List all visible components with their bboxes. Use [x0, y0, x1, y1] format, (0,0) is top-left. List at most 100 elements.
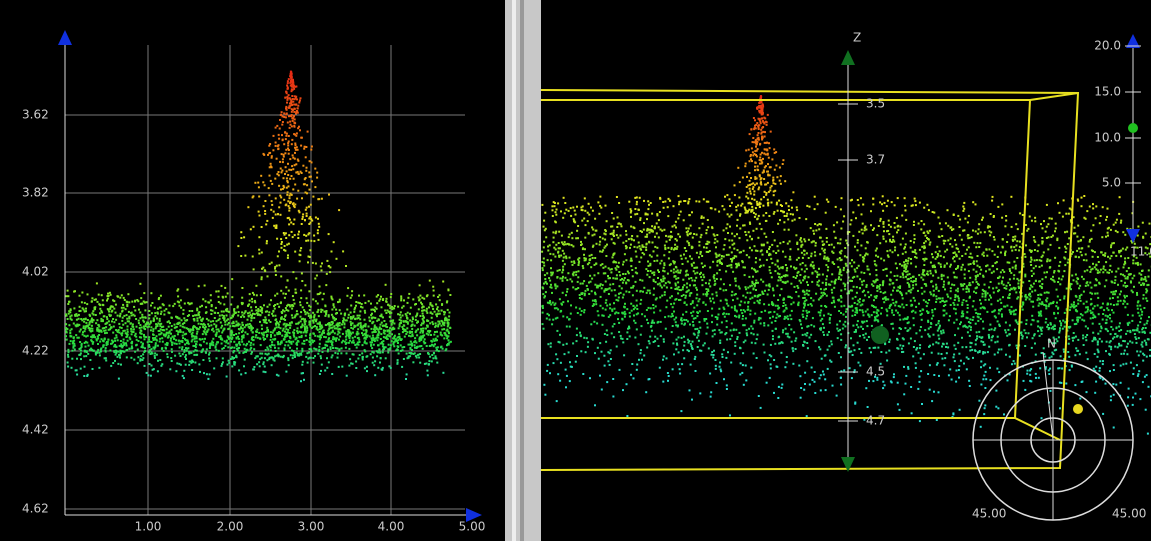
- point: [678, 336, 680, 338]
- point: [985, 371, 987, 373]
- point: [252, 339, 254, 341]
- point: [699, 350, 701, 352]
- point: [288, 115, 290, 117]
- point: [309, 176, 311, 178]
- point: [73, 323, 75, 325]
- point: [139, 327, 141, 329]
- point: [287, 82, 289, 84]
- point: [125, 349, 127, 351]
- point: [303, 234, 305, 236]
- point: [390, 344, 392, 346]
- point: [921, 319, 923, 321]
- point: [202, 338, 204, 340]
- point: [924, 291, 926, 293]
- point: [221, 325, 223, 327]
- point: [299, 254, 301, 256]
- point: [292, 168, 294, 170]
- point: [154, 357, 156, 359]
- point: [159, 320, 161, 322]
- point: [268, 145, 270, 147]
- point: [251, 298, 253, 300]
- point: [93, 334, 95, 336]
- point: [109, 292, 111, 294]
- point: [997, 336, 999, 338]
- point: [258, 361, 260, 363]
- point: [350, 321, 352, 323]
- point: [171, 360, 173, 362]
- point: [301, 223, 303, 225]
- point: [320, 355, 322, 357]
- point: [415, 331, 417, 333]
- point: [903, 393, 905, 395]
- point: [165, 347, 167, 349]
- point: [216, 320, 218, 322]
- point: [713, 354, 715, 356]
- point: [89, 349, 91, 351]
- point: [991, 272, 993, 274]
- point: [350, 332, 352, 334]
- point: [139, 317, 141, 319]
- point: [106, 322, 108, 324]
- point: [694, 280, 696, 282]
- point: [431, 354, 433, 356]
- point: [410, 348, 412, 350]
- point: [261, 312, 263, 314]
- point: [747, 306, 749, 308]
- point: [250, 306, 252, 308]
- point: [441, 310, 443, 312]
- point: [703, 246, 705, 248]
- point: [682, 349, 684, 351]
- point: [622, 282, 624, 284]
- point: [361, 303, 363, 305]
- point: [244, 255, 246, 257]
- point: [687, 202, 689, 204]
- point: [1057, 296, 1059, 298]
- point: [354, 336, 356, 338]
- point: [1047, 258, 1049, 260]
- point: [372, 321, 374, 323]
- point: [714, 329, 716, 331]
- point: [763, 325, 765, 327]
- point: [264, 213, 266, 215]
- point: [157, 322, 159, 324]
- point: [320, 309, 322, 311]
- point: [1046, 226, 1048, 228]
- point: [947, 296, 949, 298]
- point: [173, 338, 175, 340]
- point: [71, 328, 73, 330]
- point: [784, 229, 786, 231]
- point: [684, 200, 686, 202]
- point: [793, 302, 795, 304]
- point: [92, 368, 94, 370]
- point: [636, 290, 638, 292]
- point: [243, 316, 245, 318]
- point: [302, 306, 304, 308]
- point: [992, 196, 994, 198]
- point: [394, 305, 396, 307]
- point: [284, 336, 286, 338]
- point: [428, 364, 430, 366]
- point: [277, 341, 279, 343]
- point: [604, 333, 606, 335]
- point: [961, 337, 963, 339]
- point: [209, 352, 211, 354]
- point: [78, 314, 80, 316]
- point: [144, 316, 146, 318]
- point: [230, 341, 232, 343]
- point: [291, 343, 293, 345]
- point: [1031, 270, 1033, 272]
- point: [258, 249, 260, 251]
- point: [304, 146, 306, 148]
- point: [840, 208, 842, 210]
- point: [380, 357, 382, 359]
- point: [904, 327, 906, 329]
- point: [261, 278, 263, 280]
- point: [677, 277, 679, 279]
- point: [241, 287, 243, 289]
- point: [755, 289, 757, 291]
- point: [997, 407, 999, 409]
- point: [575, 237, 577, 239]
- point: [1120, 382, 1122, 384]
- point: [101, 338, 103, 340]
- point: [740, 362, 742, 364]
